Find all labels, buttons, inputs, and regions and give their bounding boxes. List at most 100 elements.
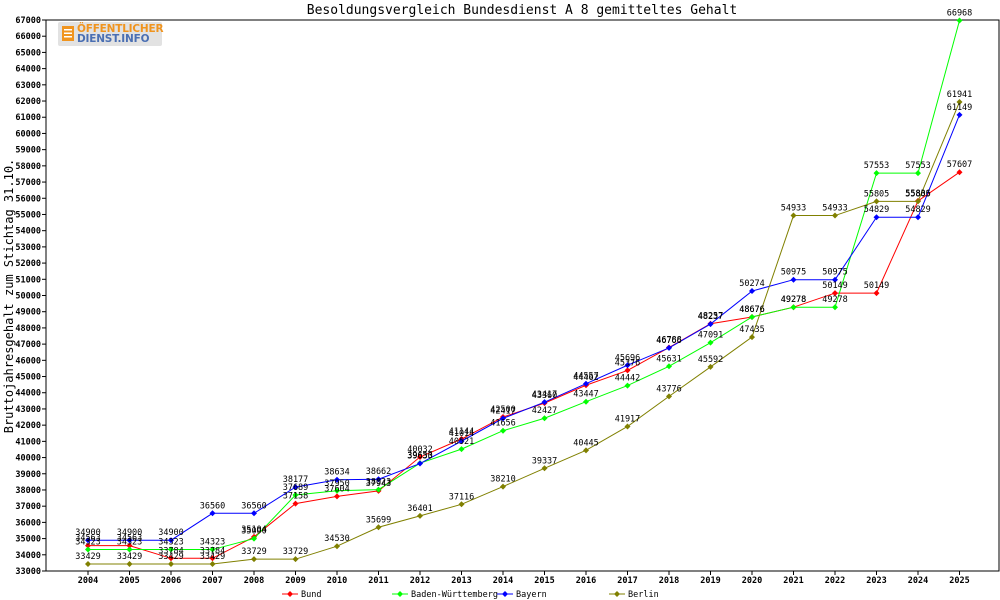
legend-label: Bayern: [516, 590, 547, 600]
data-point: [209, 555, 216, 562]
x-tick-label: 2005: [119, 576, 139, 586]
data-label: 47091: [698, 331, 724, 341]
data-label: 40521: [449, 437, 475, 447]
data-label: 39653: [407, 451, 433, 461]
data-label: 36401: [407, 504, 433, 514]
data-point: [209, 546, 216, 553]
y-tick-label: 65000: [15, 48, 41, 58]
data-point: [749, 313, 755, 320]
y-tick-label: 46000: [15, 356, 41, 366]
legend-label: Berlin: [628, 590, 659, 600]
data-label: 41656: [490, 419, 516, 429]
data-point: [334, 543, 340, 550]
data-label: 55836: [905, 189, 931, 199]
data-point: [292, 556, 299, 563]
x-tick-label: 2013: [451, 576, 471, 586]
data-point: [85, 561, 91, 568]
data-label: 41144: [449, 427, 475, 437]
y-tick-label: 59000: [15, 146, 41, 156]
data-label: 57607: [947, 160, 973, 170]
data-point: [666, 393, 672, 400]
data-point: [707, 339, 714, 346]
y-tick-label: 41000: [15, 437, 41, 447]
data-label: 43417: [532, 390, 558, 400]
data-point: [956, 169, 963, 176]
x-tick-label: 2023: [866, 576, 886, 586]
y-tick-label: 40000: [15, 454, 41, 464]
series-line-baden-w-rttemberg: [88, 20, 960, 551]
data-label: 34900: [75, 528, 101, 538]
data-point: [873, 198, 880, 205]
y-tick-label: 35000: [15, 535, 41, 545]
data-label: 34323: [158, 538, 184, 548]
y-tick-label: 67000: [15, 16, 41, 26]
data-label: 50975: [781, 268, 807, 278]
data-label: 61149: [947, 103, 973, 113]
data-point: [915, 214, 921, 221]
data-point: [873, 290, 880, 297]
data-label: 45696: [615, 353, 641, 363]
data-label: 33729: [283, 547, 309, 557]
data-label: 41014: [449, 429, 475, 439]
series-line-berlin: [88, 101, 960, 565]
x-tick-label: 2012: [410, 576, 430, 586]
data-label: 46788: [656, 336, 682, 346]
data-labels: 34563 34563 33784 33784 35104 37158 37604 37943…: [75, 9, 972, 563]
data-label: 44557: [573, 372, 599, 382]
data-point: [583, 447, 589, 454]
data-point: [85, 546, 91, 553]
series-baden-w-rttemberg: [85, 17, 963, 553]
y-tick-label: 48000: [15, 324, 41, 334]
data-label: 45592: [698, 355, 724, 365]
y-tick-label: 42000: [15, 421, 41, 431]
data-label: 42417: [490, 406, 516, 416]
data-label: 34323: [200, 538, 226, 548]
data-point: [583, 380, 589, 387]
data-label: 55805: [864, 189, 890, 199]
data-label: 39337: [532, 456, 558, 466]
logo-text-line2: DIENST.INFO: [77, 33, 150, 45]
data-point: [500, 415, 506, 422]
x-tick-label: 2021: [783, 576, 803, 586]
y-tick-label: 43000: [15, 405, 41, 415]
data-point: [292, 484, 299, 491]
y-tick-label: 58000: [15, 162, 41, 172]
data-point: [873, 170, 880, 177]
data-label: 33429: [200, 552, 226, 562]
x-tick-label: 2014: [493, 576, 513, 586]
data-point: [85, 542, 91, 549]
data-point: [168, 546, 174, 553]
data-label: 33784: [200, 546, 226, 556]
series-layer: [85, 17, 963, 568]
x-tick-label: 2015: [534, 576, 554, 586]
x-tick-label: 2022: [825, 576, 845, 586]
y-tick-label: 44000: [15, 389, 41, 399]
data-label: 49278: [781, 295, 807, 305]
data-label: 48676: [739, 305, 765, 315]
data-point: [541, 399, 548, 406]
data-point: [251, 556, 257, 563]
data-point: [624, 367, 631, 374]
data-label: 55805: [905, 189, 931, 199]
data-label: 66968: [947, 9, 973, 19]
data-label: 40032: [407, 445, 433, 455]
data-label: 42500: [490, 405, 516, 415]
data-label: 44462: [573, 373, 599, 383]
data-point: [417, 454, 423, 461]
y-tick-label: 49000: [15, 308, 41, 318]
data-point: [126, 537, 133, 544]
y-tick-label: 66000: [15, 32, 41, 42]
y-tick-label: 50000: [15, 292, 41, 302]
data-label: 33429: [117, 552, 143, 562]
data-label: 37950: [324, 479, 350, 489]
legend-marker: [287, 591, 293, 597]
y-tick-label: 61000: [15, 113, 41, 123]
x-tick-label: 2004: [78, 576, 98, 586]
series-berlin: [85, 98, 963, 568]
y-tick-label: 34000: [15, 551, 41, 561]
data-label: 48237: [698, 312, 724, 322]
data-point: [666, 344, 672, 351]
y-axis: 33000 34000 35000 36000 37000 38000 39000 40000…: [15, 16, 46, 577]
data-label: 48257: [698, 312, 724, 322]
data-point: [168, 537, 174, 544]
